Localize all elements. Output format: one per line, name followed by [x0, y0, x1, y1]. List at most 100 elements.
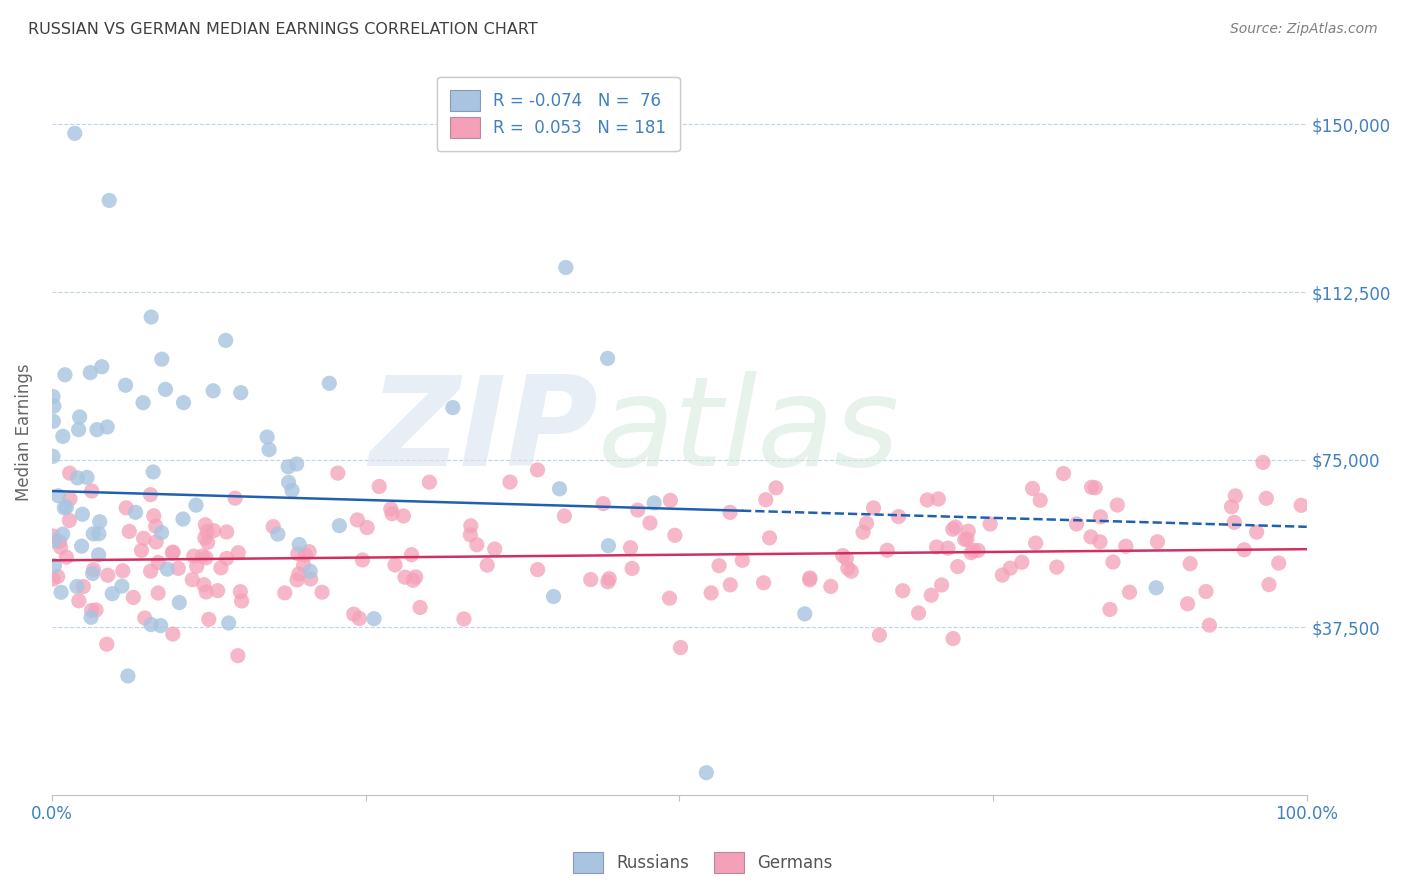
Point — [799, 573, 821, 587]
Point — [380, 502, 402, 516]
Point — [49, 540, 72, 554]
Point — [292, 558, 315, 573]
Point — [49, 585, 72, 599]
Point — [917, 493, 939, 508]
Point — [1233, 542, 1256, 557]
Point — [90, 359, 112, 374]
Legend: Russians, Germans: Russians, Germans — [567, 846, 839, 880]
Point — [1225, 489, 1247, 503]
Point — [58, 513, 80, 527]
Point — [167, 561, 190, 575]
Point — [55, 500, 77, 514]
Point — [799, 571, 821, 585]
Text: atlas: atlas — [598, 371, 900, 492]
Point — [80, 603, 103, 617]
Point — [42, 414, 65, 428]
Point — [592, 497, 614, 511]
Point — [195, 550, 218, 565]
Point — [643, 496, 665, 510]
Point — [852, 525, 875, 540]
Point — [195, 585, 218, 599]
Point — [172, 512, 194, 526]
Point — [42, 390, 65, 404]
Point — [1080, 480, 1102, 494]
Point — [868, 628, 890, 642]
Point — [96, 420, 118, 434]
Point — [311, 585, 333, 599]
Point — [142, 465, 165, 479]
Point — [150, 352, 173, 367]
Point — [349, 611, 371, 625]
Point — [215, 551, 238, 566]
Point — [352, 553, 374, 567]
Point — [554, 260, 576, 275]
Point — [405, 570, 427, 584]
Point — [1088, 534, 1111, 549]
Point — [215, 524, 238, 539]
Text: ZIP: ZIP — [368, 371, 598, 492]
Point — [1000, 561, 1022, 575]
Point — [299, 564, 322, 578]
Point — [197, 612, 219, 626]
Point — [837, 561, 859, 575]
Point — [907, 606, 929, 620]
Point — [543, 590, 565, 604]
Point — [267, 527, 290, 541]
Point — [460, 518, 482, 533]
Point — [115, 500, 138, 515]
Point — [52, 527, 75, 541]
Point — [82, 527, 104, 541]
Point — [477, 558, 499, 573]
Point — [66, 471, 89, 485]
Point — [401, 548, 423, 562]
Point — [409, 600, 432, 615]
Point — [957, 524, 980, 538]
Point — [936, 541, 959, 556]
Point — [931, 578, 953, 592]
Point — [231, 594, 253, 608]
Point — [215, 334, 238, 348]
Point — [619, 541, 641, 555]
Point — [765, 481, 787, 495]
Point — [46, 569, 69, 583]
Point — [195, 524, 218, 539]
Point — [1098, 602, 1121, 616]
Point — [42, 399, 65, 413]
Point — [598, 572, 620, 586]
Point — [1258, 577, 1281, 591]
Point — [638, 516, 661, 530]
Point — [76, 470, 98, 484]
Point — [256, 430, 278, 444]
Point — [1177, 597, 1199, 611]
Point — [156, 562, 179, 576]
Point — [1046, 560, 1069, 574]
Point — [48, 534, 70, 549]
Point — [402, 574, 425, 588]
Point — [80, 610, 103, 624]
Point — [925, 540, 948, 554]
Point — [146, 586, 169, 600]
Point — [820, 579, 842, 593]
Point — [70, 539, 93, 553]
Point — [169, 595, 191, 609]
Point — [131, 543, 153, 558]
Point — [142, 508, 165, 523]
Point — [1198, 618, 1220, 632]
Point — [1102, 555, 1125, 569]
Point — [441, 401, 464, 415]
Point — [526, 463, 548, 477]
Point — [967, 543, 990, 558]
Point — [285, 457, 308, 471]
Point — [162, 546, 184, 560]
Point — [363, 612, 385, 626]
Point — [831, 549, 853, 563]
Point — [1195, 584, 1218, 599]
Point — [418, 475, 440, 490]
Point — [1107, 498, 1129, 512]
Point — [98, 194, 121, 208]
Point — [97, 568, 120, 582]
Point — [1021, 482, 1043, 496]
Point — [139, 564, 162, 578]
Point — [67, 594, 90, 608]
Point — [960, 546, 983, 560]
